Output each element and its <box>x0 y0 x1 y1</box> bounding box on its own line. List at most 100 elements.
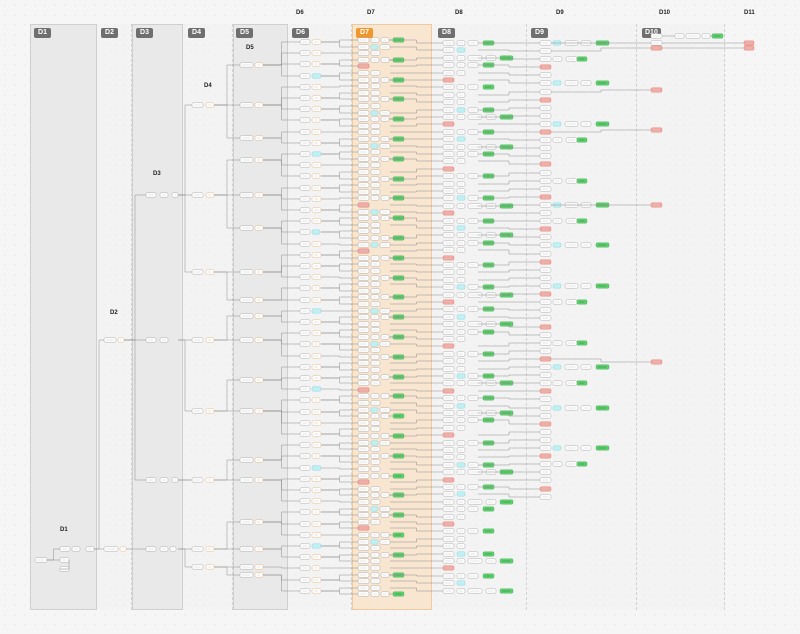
connector <box>390 360 443 364</box>
column-badge-d9[interactable]: D9 <box>531 28 548 38</box>
flow-node[interactable] <box>370 308 379 314</box>
flow-node[interactable] <box>370 440 379 446</box>
flow-node[interactable] <box>552 364 562 370</box>
column-label-d2: D2 <box>110 310 118 316</box>
connector <box>214 521 240 550</box>
connector <box>390 343 443 347</box>
flow-node[interactable] <box>456 107 466 113</box>
connector <box>478 249 540 255</box>
connector <box>321 85 358 88</box>
flow-node[interactable] <box>552 121 562 127</box>
flow-node[interactable] <box>552 242 562 248</box>
flow-node[interactable] <box>370 341 379 347</box>
connector <box>390 493 443 496</box>
connector <box>478 146 540 149</box>
flow-node[interactable] <box>311 308 322 314</box>
connector <box>321 75 358 81</box>
connector <box>263 479 300 502</box>
column-badge-d4[interactable]: D4 <box>188 28 205 38</box>
flow-node[interactable] <box>456 462 466 468</box>
column-badge-d10[interactable]: D10 <box>642 28 661 38</box>
flow-node[interactable] <box>552 405 562 411</box>
flow-node[interactable] <box>370 44 379 50</box>
flow-node[interactable] <box>552 445 562 451</box>
flow-node[interactable] <box>456 491 466 497</box>
connector <box>390 116 443 120</box>
connector <box>390 409 443 414</box>
connector <box>214 271 240 301</box>
flow-node[interactable] <box>370 110 379 116</box>
flow-node[interactable] <box>311 386 322 392</box>
flow-node[interactable] <box>456 225 466 231</box>
column-d1 <box>30 24 97 610</box>
flow-node[interactable] <box>311 465 322 471</box>
connector <box>94 339 104 550</box>
flow-node[interactable] <box>456 551 466 557</box>
connector <box>390 234 443 239</box>
connector <box>478 49 540 52</box>
flow-node[interactable] <box>370 539 379 545</box>
flow-node[interactable] <box>456 373 466 379</box>
flow-node[interactable] <box>456 47 466 53</box>
flow-node[interactable] <box>370 407 379 413</box>
flow-node[interactable] <box>370 143 379 149</box>
connector <box>321 332 358 338</box>
connector <box>321 489 358 496</box>
connector <box>390 158 443 162</box>
connector <box>478 358 540 362</box>
connector <box>47 548 60 561</box>
column-badge-d3[interactable]: D3 <box>136 28 153 38</box>
connector <box>263 265 300 273</box>
connector <box>390 224 443 229</box>
connector <box>321 455 358 463</box>
column-badge-d2[interactable]: D2 <box>101 28 118 38</box>
flow-node[interactable] <box>370 209 379 215</box>
connector <box>263 315 300 323</box>
flow-node[interactable] <box>370 242 379 248</box>
flow-node[interactable] <box>311 543 322 549</box>
column-badge-d7[interactable]: D7 <box>356 28 373 38</box>
connector <box>321 105 358 110</box>
connector <box>263 220 300 229</box>
connector <box>321 254 358 259</box>
connector <box>390 527 443 532</box>
connector <box>478 308 540 311</box>
connector <box>214 315 240 341</box>
connector <box>390 427 443 430</box>
flow-node[interactable] <box>456 284 466 290</box>
connector <box>321 587 358 592</box>
flow-node[interactable] <box>311 73 322 79</box>
connector <box>478 331 540 336</box>
column-badge-d8[interactable]: D8 <box>438 28 455 38</box>
connector <box>478 196 540 199</box>
flow-node[interactable] <box>456 195 466 201</box>
column-badge-d1[interactable]: D1 <box>34 28 51 38</box>
connector <box>60 560 70 570</box>
connector <box>321 72 358 77</box>
flow-node[interactable] <box>456 314 466 320</box>
flow-node[interactable] <box>456 136 466 142</box>
column-d3 <box>132 24 183 610</box>
flow-node[interactable] <box>370 506 379 512</box>
connector <box>263 332 300 341</box>
connector <box>390 283 443 288</box>
flow-node[interactable] <box>311 229 321 235</box>
connector <box>321 556 358 562</box>
connector <box>478 316 540 319</box>
connector <box>321 287 358 292</box>
flow-node[interactable] <box>456 403 466 409</box>
connector <box>263 399 300 412</box>
connector <box>321 433 358 437</box>
flow-node[interactable] <box>456 580 466 586</box>
flow-node[interactable] <box>552 80 562 86</box>
flow-node[interactable] <box>552 283 562 289</box>
column-badge-d6[interactable]: D6 <box>292 28 309 38</box>
connector <box>390 46 443 51</box>
connector <box>390 375 443 378</box>
column-badge-d5[interactable]: D5 <box>236 28 253 38</box>
connector <box>263 153 300 161</box>
flow-node[interactable] <box>311 151 322 157</box>
connector <box>390 580 443 584</box>
